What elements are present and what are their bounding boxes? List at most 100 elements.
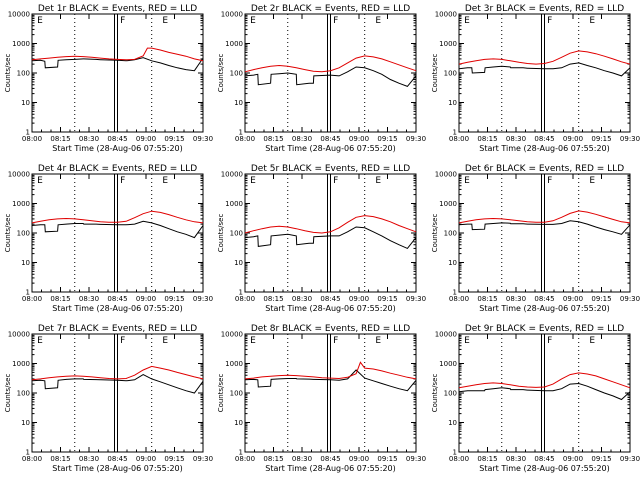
y-tick-label: 10 bbox=[448, 419, 457, 427]
x-tick-label: 08:15 bbox=[477, 455, 497, 463]
y-tick-label: 10 bbox=[448, 99, 457, 107]
panel-det-1: Det 1r BLACK = Events, RED = LLD 1 10 100 10… bbox=[4, 4, 213, 153]
x-tick-label: 08:45 bbox=[320, 455, 340, 463]
flag-label: F bbox=[547, 336, 552, 346]
panel-det-5: Det 5r BLACK = Events, RED = LLD 1 10 100 10… bbox=[217, 164, 426, 313]
flag-label: E bbox=[589, 176, 595, 186]
x-tick-label: 09:00 bbox=[563, 455, 583, 463]
y-tick-label: 1 bbox=[239, 129, 243, 137]
y-tick-label: 10 bbox=[21, 99, 30, 107]
x-tick-label: 08:00 bbox=[22, 295, 42, 303]
x-tick-label: 08:30 bbox=[79, 295, 99, 303]
flag-label: E bbox=[464, 336, 470, 346]
y-tick-label: 1000 bbox=[225, 360, 243, 368]
y-tick-label: 10000 bbox=[435, 331, 457, 339]
x-tick-label: 09:30 bbox=[620, 455, 640, 463]
flag-label: E bbox=[37, 176, 43, 186]
x-tick-label: 09:15 bbox=[591, 295, 611, 303]
y-tick-label: 1000 bbox=[439, 40, 457, 48]
flag-label: F bbox=[333, 176, 338, 186]
y-tick-label: 10000 bbox=[221, 331, 243, 339]
x-axis-label: Start Time (28-Aug-06 07:55:20) bbox=[479, 144, 610, 153]
flag-label: E bbox=[464, 176, 470, 186]
panel-title: Det 4r BLACK = Events, RED = LLD bbox=[38, 164, 197, 174]
x-tick-label: 09:15 bbox=[164, 295, 184, 303]
x-tick-label: 08:15 bbox=[263, 295, 283, 303]
x-axis-label: Start Time (28-Aug-06 07:55:20) bbox=[265, 144, 396, 153]
x-tick-label: 09:15 bbox=[377, 135, 397, 143]
x-tick-label: 09:30 bbox=[406, 455, 426, 463]
x-tick-label: 08:30 bbox=[292, 135, 312, 143]
x-tick-label: 09:15 bbox=[377, 455, 397, 463]
panel-det-3: Det 3r BLACK = Events, RED = LLD 1 10 100 10… bbox=[431, 4, 640, 153]
panel-title: Det 7r BLACK = Events, RED = LLD bbox=[38, 324, 197, 334]
y-axis-label: Counts/sec bbox=[431, 54, 439, 93]
x-tick-label: 09:00 bbox=[136, 455, 156, 463]
flag-label: E bbox=[375, 336, 381, 346]
panel-det-9: Det 9r BLACK = Events, RED = LLD 1 10 100 10… bbox=[431, 324, 640, 473]
flag-label: F bbox=[333, 336, 338, 346]
y-tick-label: 100 bbox=[17, 70, 30, 78]
x-tick-label: 09:00 bbox=[563, 295, 583, 303]
y-axis-label: Counts/sec bbox=[4, 374, 12, 413]
panel-title: Det 2r BLACK = Events, RED = LLD bbox=[251, 4, 410, 14]
y-axis-label: Counts/sec bbox=[4, 54, 12, 93]
panel-det-6: Det 6r BLACK = Events, RED = LLD 1 10 100 10… bbox=[431, 164, 640, 313]
flag-label: E bbox=[162, 176, 168, 186]
x-tick-label: 08:45 bbox=[107, 135, 127, 143]
x-tick-label: 08:45 bbox=[320, 135, 340, 143]
x-tick-label: 08:30 bbox=[79, 135, 99, 143]
flag-label: E bbox=[37, 336, 43, 346]
y-tick-label: 1000 bbox=[225, 200, 243, 208]
x-tick-label: 08:30 bbox=[506, 455, 526, 463]
y-axis-label: Counts/sec bbox=[217, 54, 225, 93]
y-tick-label: 100 bbox=[230, 230, 243, 238]
flag-label: E bbox=[162, 16, 168, 26]
x-axis-label: Start Time (28-Aug-06 07:55:20) bbox=[479, 464, 610, 473]
x-tick-label: 08:15 bbox=[50, 295, 70, 303]
x-tick-label: 08:45 bbox=[107, 455, 127, 463]
panel-title: Det 3r BLACK = Events, RED = LLD bbox=[465, 4, 624, 14]
y-tick-label: 10000 bbox=[221, 171, 243, 179]
y-tick-label: 1 bbox=[453, 289, 457, 297]
panel-title: Det 6r BLACK = Events, RED = LLD bbox=[465, 164, 624, 174]
x-tick-label: 09:00 bbox=[136, 295, 156, 303]
flag-label: F bbox=[120, 16, 125, 26]
y-tick-label: 1 bbox=[453, 129, 457, 137]
events-series-line bbox=[458, 62, 631, 77]
y-axis-label: Counts/sec bbox=[431, 214, 439, 253]
lld-series-line bbox=[244, 361, 417, 380]
lld-series-line bbox=[31, 365, 204, 381]
x-axis-label: Start Time (28-Aug-06 07:55:20) bbox=[265, 304, 396, 313]
lld-series-line bbox=[244, 215, 417, 234]
y-tick-label: 1000 bbox=[12, 200, 30, 208]
x-tick-label: 09:30 bbox=[193, 135, 213, 143]
events-series-line bbox=[31, 57, 204, 72]
x-tick-label: 08:45 bbox=[534, 135, 554, 143]
y-tick-label: 1000 bbox=[225, 40, 243, 48]
events-series-line bbox=[244, 66, 417, 87]
y-tick-label: 10000 bbox=[435, 171, 457, 179]
x-tick-label: 09:30 bbox=[620, 135, 640, 143]
x-tick-label: 09:30 bbox=[620, 295, 640, 303]
y-axis-label: Counts/sec bbox=[217, 214, 225, 253]
x-tick-label: 08:00 bbox=[449, 455, 469, 463]
x-tick-label: 08:00 bbox=[22, 135, 42, 143]
y-tick-label: 10000 bbox=[8, 331, 30, 339]
y-tick-label: 100 bbox=[444, 230, 457, 238]
y-tick-label: 10 bbox=[448, 259, 457, 267]
panel-title: Det 8r BLACK = Events, RED = LLD bbox=[251, 324, 410, 334]
x-tick-label: 09:00 bbox=[349, 135, 369, 143]
flag-label: F bbox=[120, 336, 125, 346]
flag-label: F bbox=[333, 16, 338, 26]
x-tick-label: 08:15 bbox=[263, 455, 283, 463]
y-tick-label: 10000 bbox=[8, 171, 30, 179]
y-tick-label: 1 bbox=[239, 449, 243, 457]
y-tick-label: 1 bbox=[26, 449, 30, 457]
x-tick-label: 09:30 bbox=[406, 295, 426, 303]
x-tick-label: 08:15 bbox=[477, 135, 497, 143]
x-tick-label: 08:30 bbox=[506, 135, 526, 143]
x-tick-label: 08:15 bbox=[477, 295, 497, 303]
x-tick-label: 08:15 bbox=[50, 135, 70, 143]
